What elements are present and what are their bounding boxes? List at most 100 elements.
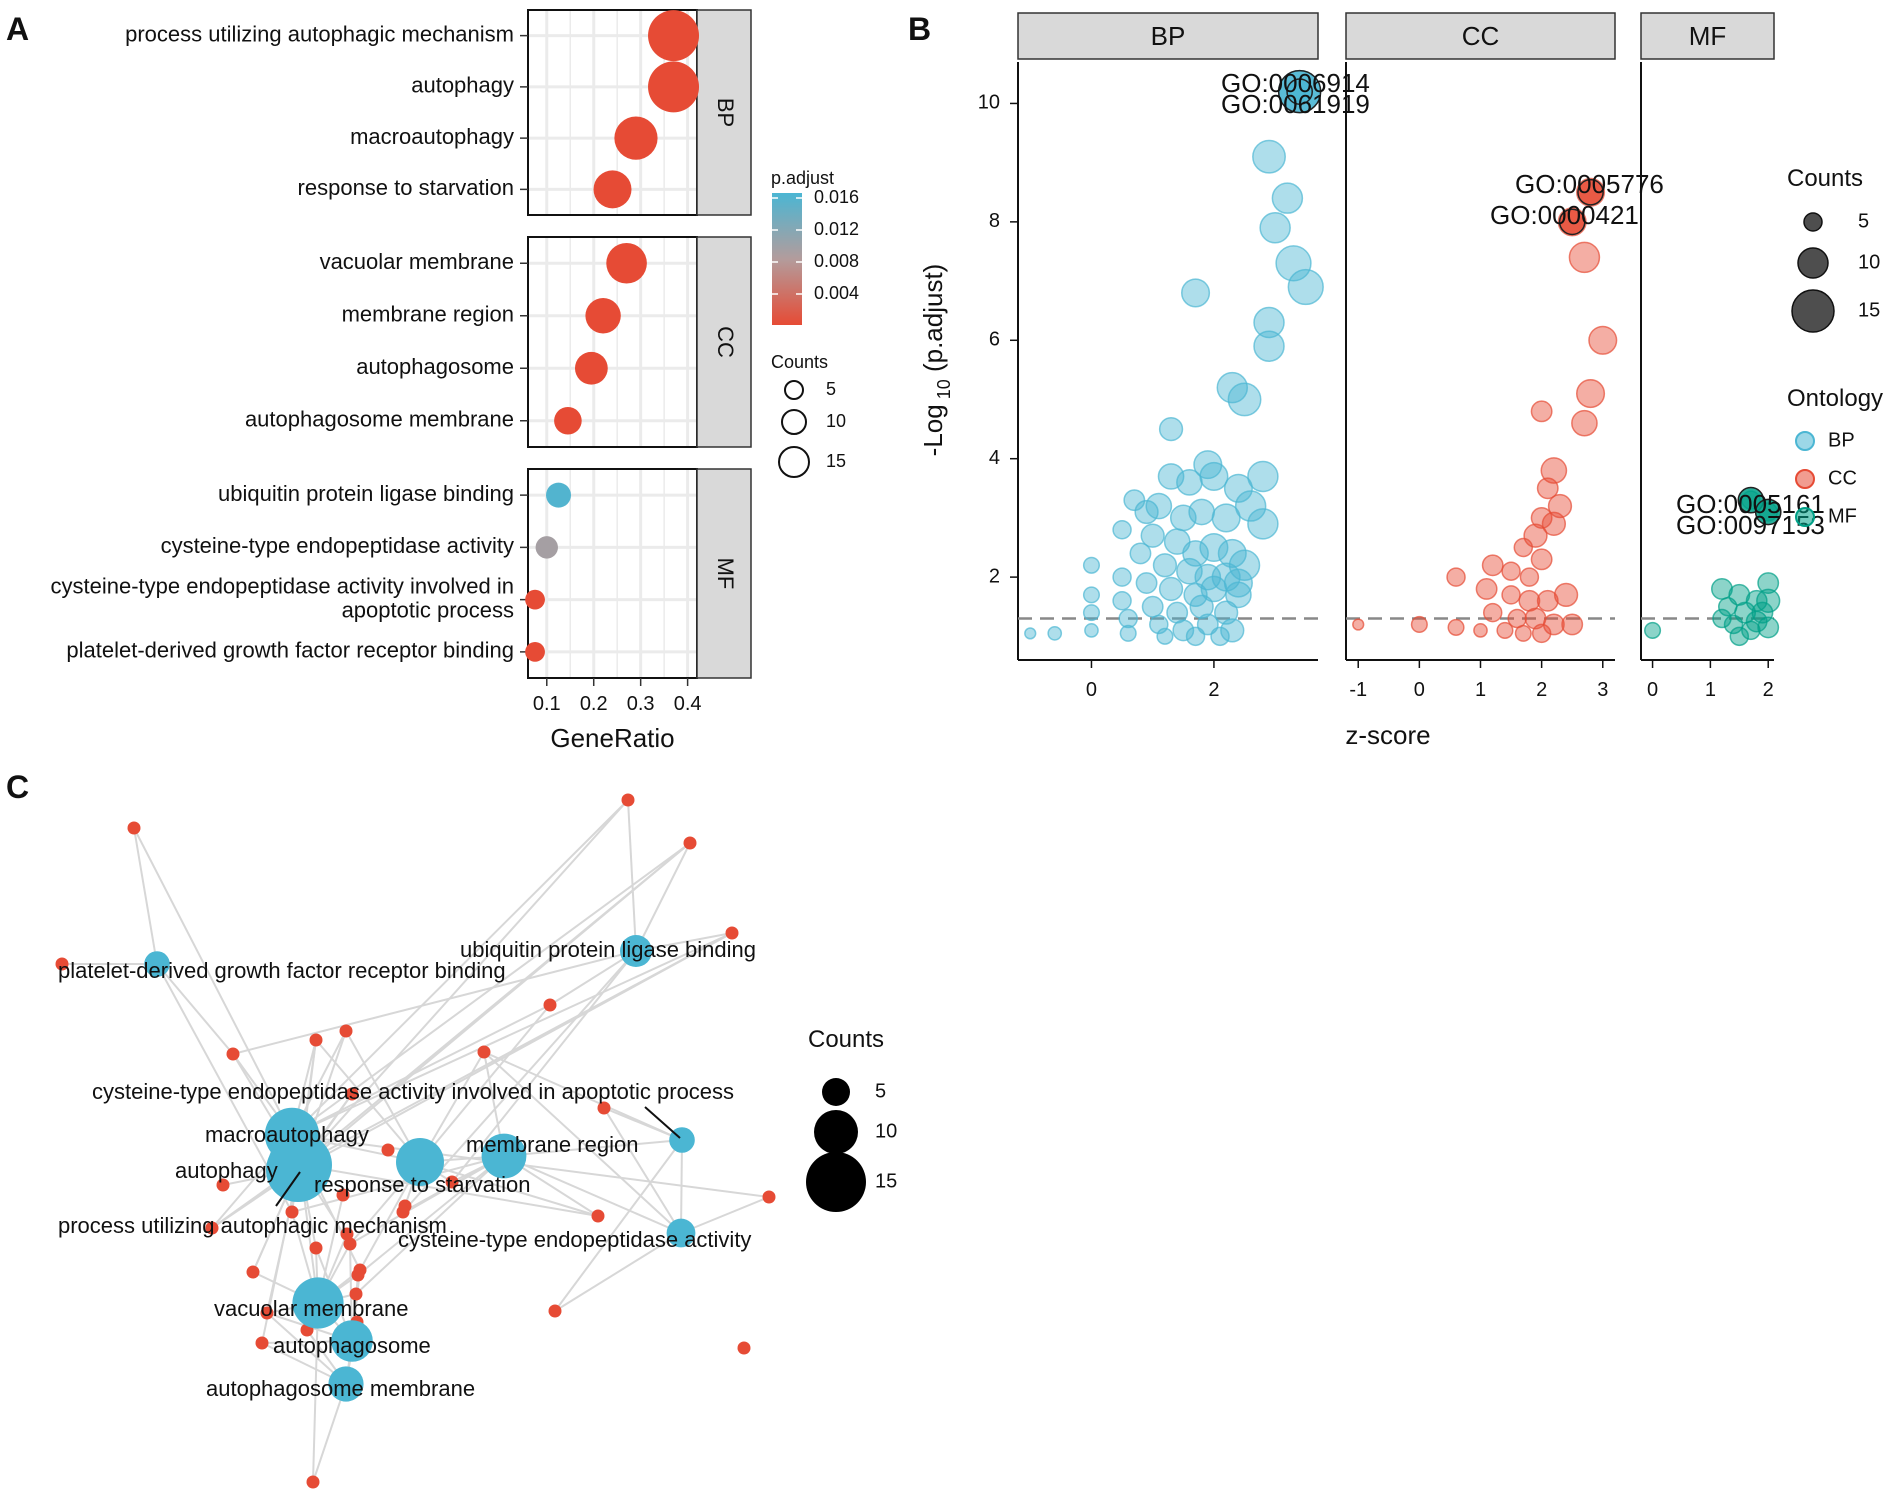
bubble-point[interactable] xyxy=(1152,553,1178,578)
gene-node[interactable] xyxy=(762,1190,776,1204)
dot-point[interactable] xyxy=(614,116,658,160)
bubble-point[interactable] xyxy=(1712,608,1732,629)
bubble-point[interactable] xyxy=(1082,556,1101,574)
bubble-point[interactable] xyxy=(1172,619,1195,642)
term-node[interactable] xyxy=(292,1277,344,1329)
bubble-point[interactable] xyxy=(1158,416,1184,442)
bubble-point[interactable] xyxy=(1156,627,1174,645)
gene-node[interactable] xyxy=(445,1175,459,1189)
bubble-point[interactable] xyxy=(1253,330,1285,362)
bubble-point[interactable] xyxy=(1112,591,1132,611)
bubble-point[interactable] xyxy=(1757,572,1780,594)
term-node[interactable] xyxy=(481,1133,527,1179)
bubble-point[interactable] xyxy=(1234,490,1267,522)
gene-node[interactable] xyxy=(336,1188,350,1202)
gene-node[interactable] xyxy=(306,1475,320,1489)
bubble-point[interactable] xyxy=(1481,554,1504,577)
bubble-point[interactable] xyxy=(1141,595,1164,618)
bubble-point[interactable] xyxy=(1756,588,1781,613)
bubble-point[interactable] xyxy=(1568,241,1601,274)
bubble-point[interactable] xyxy=(1216,371,1249,404)
gene-node[interactable] xyxy=(255,1336,269,1350)
gene-node[interactable] xyxy=(55,957,69,971)
bubble-point[interactable] xyxy=(1158,576,1184,602)
bubble-point[interactable] xyxy=(1514,624,1532,642)
bubble-point[interactable] xyxy=(1588,325,1618,355)
bubble-point[interactable] xyxy=(1541,511,1567,536)
bubble-point[interactable] xyxy=(1118,608,1138,629)
bubble-point[interactable] xyxy=(1211,503,1241,533)
bubble-point[interactable] xyxy=(1482,602,1503,623)
bubble-point[interactable] xyxy=(1447,618,1465,636)
bubble-point-highlight[interactable] xyxy=(1286,78,1313,105)
bubble-point[interactable] xyxy=(1271,182,1304,214)
bubble-point[interactable] xyxy=(1196,613,1219,636)
gene-node[interactable] xyxy=(226,1047,240,1061)
bubble-point[interactable] xyxy=(1553,582,1579,608)
bubble-point[interactable] xyxy=(1084,623,1099,638)
bubble-point[interactable] xyxy=(1225,581,1252,609)
bubble-point[interactable] xyxy=(1287,268,1324,306)
bubble-point[interactable] xyxy=(1536,477,1559,500)
gene-node[interactable] xyxy=(340,1227,354,1241)
bubble-point[interactable] xyxy=(1112,567,1132,587)
bubble-point[interactable] xyxy=(1519,567,1540,587)
gene-node[interactable] xyxy=(683,836,697,850)
bubble-point[interactable] xyxy=(1575,379,1606,409)
bubble-point[interactable] xyxy=(1530,548,1553,571)
gene-node[interactable] xyxy=(343,1237,357,1251)
dot-point[interactable] xyxy=(525,641,545,662)
bubble-point[interactable] xyxy=(1024,627,1037,640)
gene-node[interactable] xyxy=(396,1205,410,1219)
bubble-point[interactable] xyxy=(1082,586,1101,604)
bubble-point[interactable] xyxy=(1199,532,1229,563)
bubble-point[interactable] xyxy=(1410,615,1428,634)
gene-node[interactable] xyxy=(205,1221,219,1235)
dot-point[interactable] xyxy=(648,61,700,113)
bubble-point[interactable] xyxy=(1757,616,1780,639)
gene-node[interactable] xyxy=(737,1341,751,1355)
bubble-point[interactable] xyxy=(1644,621,1662,639)
bubble-point-highlight[interactable] xyxy=(1558,208,1586,236)
bubble-point[interactable] xyxy=(1199,461,1229,492)
bubble-point[interactable] xyxy=(1536,589,1559,612)
bubble-point[interactable] xyxy=(1475,578,1498,600)
gene-node[interactable] xyxy=(285,1205,299,1219)
bubble-point[interactable] xyxy=(1473,623,1488,638)
gene-node[interactable] xyxy=(339,1024,353,1038)
gene-node[interactable] xyxy=(216,1178,230,1192)
dot-point[interactable] xyxy=(574,351,608,385)
gene-node[interactable] xyxy=(621,793,635,807)
bubble-point-highlight[interactable] xyxy=(1754,498,1782,526)
gene-node[interactable] xyxy=(725,926,739,940)
bubble-point[interactable] xyxy=(1513,537,1534,558)
dot-point[interactable] xyxy=(546,482,572,508)
bubble-point[interactable] xyxy=(1247,460,1279,493)
gene-node[interactable] xyxy=(127,821,141,835)
bubble-point[interactable] xyxy=(1223,473,1253,503)
term-node[interactable] xyxy=(328,1366,364,1402)
bubble-point[interactable] xyxy=(1247,508,1279,540)
bubble-point[interactable] xyxy=(1253,306,1285,339)
bubble-point[interactable] xyxy=(1530,506,1553,529)
dot-point[interactable] xyxy=(525,589,545,610)
bubble-point[interactable] xyxy=(1210,626,1230,647)
bubble-point[interactable] xyxy=(1496,621,1514,639)
bubble-point[interactable] xyxy=(1745,610,1768,633)
bubble-point[interactable] xyxy=(1135,572,1158,594)
bubble-point-highlight[interactable] xyxy=(1577,178,1604,206)
bubble-point[interactable] xyxy=(1119,624,1137,642)
gene-node[interactable] xyxy=(349,1287,363,1301)
dot-point[interactable] xyxy=(554,406,582,435)
bubble-point[interactable] xyxy=(1729,626,1750,647)
gene-node[interactable] xyxy=(381,1143,395,1157)
bubble-point[interactable] xyxy=(1352,618,1365,631)
bubble-point[interactable] xyxy=(1540,457,1568,484)
term-node[interactable] xyxy=(331,1320,373,1362)
bubble-point[interactable] xyxy=(1275,245,1312,282)
gene-node[interactable] xyxy=(597,1101,611,1115)
gene-node[interactable] xyxy=(345,1087,359,1101)
bubble-point[interactable] xyxy=(1259,212,1291,244)
term-node[interactable] xyxy=(266,1138,330,1202)
gene-node[interactable] xyxy=(548,1304,562,1318)
